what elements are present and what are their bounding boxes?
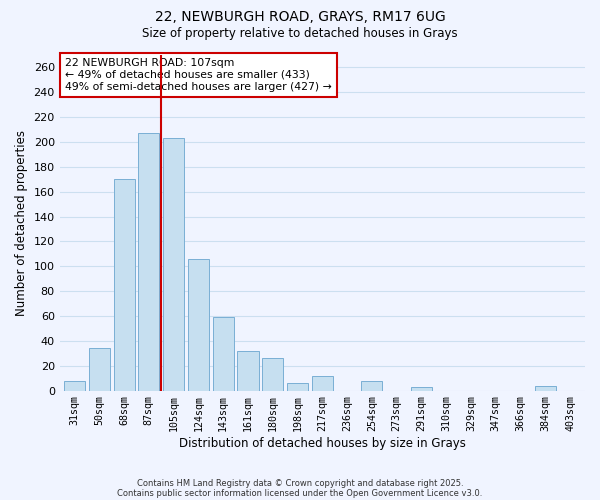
Text: 22 NEWBURGH ROAD: 107sqm
← 49% of detached houses are smaller (433)
49% of semi-: 22 NEWBURGH ROAD: 107sqm ← 49% of detach…: [65, 58, 332, 92]
Bar: [163, 138, 184, 390]
Bar: [64, 380, 85, 390]
Bar: [361, 380, 382, 390]
Bar: [312, 376, 333, 390]
Bar: [535, 386, 556, 390]
Bar: [113, 180, 134, 390]
Bar: [287, 383, 308, 390]
Bar: [411, 387, 432, 390]
Text: Contains HM Land Registry data © Crown copyright and database right 2025.: Contains HM Land Registry data © Crown c…: [137, 478, 463, 488]
Text: Size of property relative to detached houses in Grays: Size of property relative to detached ho…: [142, 28, 458, 40]
Bar: [188, 259, 209, 390]
Bar: [262, 358, 283, 390]
Y-axis label: Number of detached properties: Number of detached properties: [15, 130, 28, 316]
Text: 22, NEWBURGH ROAD, GRAYS, RM17 6UG: 22, NEWBURGH ROAD, GRAYS, RM17 6UG: [155, 10, 445, 24]
Bar: [238, 351, 259, 391]
Bar: [139, 134, 160, 390]
Bar: [89, 348, 110, 391]
Bar: [212, 318, 234, 390]
Text: Contains public sector information licensed under the Open Government Licence v3: Contains public sector information licen…: [118, 488, 482, 498]
X-axis label: Distribution of detached houses by size in Grays: Distribution of detached houses by size …: [179, 437, 466, 450]
